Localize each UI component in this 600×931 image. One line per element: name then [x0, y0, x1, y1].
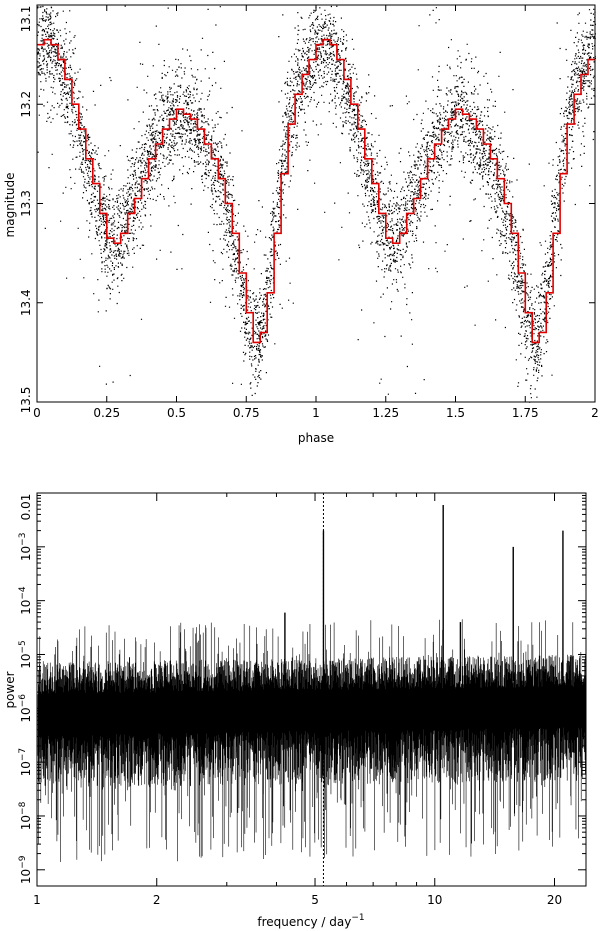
periodogram-x-ticks: 1 2 5 10 20	[33, 493, 562, 907]
y-tick-label: 10−9	[18, 855, 33, 884]
x-tick-label: 0	[33, 406, 41, 420]
x-tick-label: 10	[427, 893, 442, 907]
y-tick-label: 13.3	[19, 190, 33, 217]
y-tick-label: 13.2	[19, 91, 33, 118]
periodogram-y-ticks: 0.01 10−3 10−4 10−5 10−6 10−7 10−8 10−9	[18, 492, 586, 884]
periodogram-panel: 1 2 5 10 20 0.01 10−3 10−4 10−5 10−6 10−7 10−8 10−9…	[3, 492, 587, 929]
periodogram-noise	[37, 619, 587, 862]
light-curve-xlabel: phase	[298, 431, 334, 445]
noise-spectrum	[37, 619, 587, 862]
x-tick-label: 0.5	[167, 406, 186, 420]
periodogram-frame	[36, 492, 587, 887]
y-tick-label: 10−8	[18, 801, 33, 830]
y-tick-label: 13.5	[19, 387, 33, 414]
y-tick-label: 0.01	[19, 494, 33, 521]
y-tick-label: 10−5	[18, 640, 33, 669]
x-tick-label: 1.25	[372, 406, 399, 420]
binned-light-curve	[37, 38, 595, 344]
x-tick-label: 2	[153, 893, 161, 907]
x-tick-label: 5	[311, 893, 319, 907]
light-curve-ylabel: magnitude	[3, 173, 17, 238]
x-tick-label: 1	[33, 893, 41, 907]
light-curve-panel: 0 0.25 0.5 0.75 1 1.25 1.5 1.75 2 13.113.213.313…	[3, 4, 599, 445]
y-tick-label: 10−7	[18, 748, 33, 777]
x-tick-label: 1.5	[446, 406, 465, 420]
y-tick-label: 10−4	[18, 586, 33, 615]
periodogram-xlabel: frequency / day−1	[257, 913, 364, 929]
y-tick-label: 13.4	[19, 289, 33, 316]
light-curve-x-ticks: 0 0.25 0.5 0.75 1 1.25 1.5 1.75 2	[33, 5, 599, 420]
scatter-points	[37, 5, 596, 403]
y-tick-label: 10−6	[18, 694, 33, 723]
y-tick-label: 13.1	[19, 6, 33, 33]
periodogram-peaks	[284, 504, 564, 682]
periodogram-ylabel: power	[3, 671, 17, 708]
light-curve-y-ticks: 13.1 13.2 13.3 13.4 13.5	[19, 4, 595, 414]
light-curve-scatter	[37, 5, 596, 403]
x-tick-label: 0.25	[93, 406, 120, 420]
x-tick-label: 0.75	[233, 406, 260, 420]
x-tick-label: 20	[547, 893, 562, 907]
y-tick-label: 10−3	[18, 533, 33, 562]
x-tick-label: 1	[312, 406, 320, 420]
x-tick-label: 2	[591, 406, 599, 420]
x-tick-label: 1.75	[512, 406, 539, 420]
